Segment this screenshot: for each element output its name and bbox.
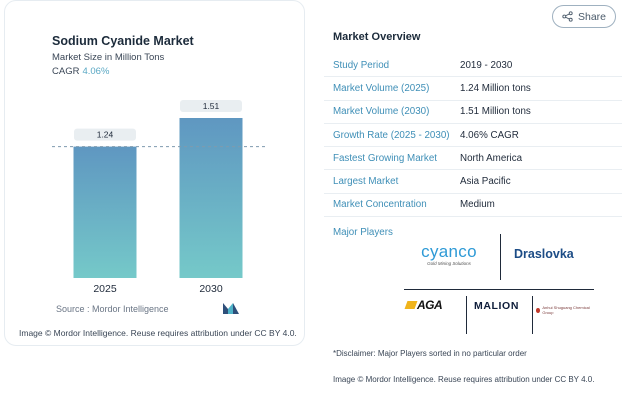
overview-row: Fastest Growing Market North America <box>324 147 622 171</box>
overview-row-value: North America <box>460 152 523 164</box>
major-players-grid: cyanco Gold Mining Solutions Draslovka A… <box>404 234 594 334</box>
attribution-right: Image © Mordor Intelligence. Reuse requi… <box>333 375 595 384</box>
bar-chart: 1.24 2025 1.51 2030 <box>52 100 265 295</box>
mordor-intelligence-logo-icon <box>223 303 239 314</box>
overview-table: Study Period 2019 - 2030 Market Volume (20… <box>324 54 622 218</box>
overview-row-value: 4.06% CAGR <box>460 129 519 141</box>
anhui-shuguang-logo: Anhui Shuguang Chemical Group <box>536 305 594 315</box>
disclaimer: *Disclaimer: Major Players sorted in no … <box>333 349 527 358</box>
cyanco-tagline: Gold Mining Solutions <box>427 261 471 266</box>
aga-logo: AGA <box>404 298 443 312</box>
overview-row: Market Volume (2030) 1.51 Million tons <box>324 101 622 124</box>
overview-row-key: Growth Rate (2025 - 2030) <box>333 129 450 141</box>
overview-row: Growth Rate (2025 - 2030) 4.06% CAGR <box>324 124 622 148</box>
overview-title: Market Overview <box>333 31 421 43</box>
share-label: Share <box>577 10 607 23</box>
overview-row-value: 2019 - 2030 <box>460 59 513 71</box>
overview-row-value: Asia Pacific <box>460 176 511 188</box>
divider <box>404 289 594 290</box>
data-label-box <box>180 100 242 112</box>
bar-2030 <box>179 118 243 278</box>
chart-subtitle: Market Size in Million Tons <box>52 52 165 63</box>
anhui-shuguang-dot-icon <box>536 307 541 313</box>
overview-row-value: Medium <box>460 199 495 211</box>
overview-row-key: Market Volume (2030) <box>333 106 430 118</box>
bar-2025 <box>73 146 137 278</box>
overview-row-value: 1.51 Million tons <box>460 106 531 118</box>
aga-name: AGA <box>417 298 443 312</box>
cagr-label: CAGR <box>52 66 80 77</box>
divider <box>500 234 501 280</box>
market-chart-card: Sodium Cyanide Market Market Size in Mil… <box>4 0 305 346</box>
anhui-shuguang-name: Anhui Shuguang Chemical Group <box>542 305 590 315</box>
overview-row-key: Largest Market <box>333 176 399 188</box>
malion-logo: MALION <box>474 300 520 312</box>
overview-row-key: Fastest Growing Market <box>333 152 437 164</box>
divider <box>466 296 467 334</box>
overview-row: Market Volume (2025) 1.24 Million tons <box>324 77 622 101</box>
attribution-left: Image © Mordor Intelligence. Reuse requi… <box>19 328 297 338</box>
overview-row: Largest Market Asia Pacific <box>324 170 622 194</box>
draslovka-logo: Draslovka <box>514 247 574 261</box>
chart-source: Source : Mordor Intelligence <box>56 304 169 314</box>
chart-title: Sodium Cyanide Market <box>52 34 194 48</box>
data-label-2030: 1.51 <box>203 101 220 111</box>
overview-row-key: Market Volume (2025) <box>333 82 430 94</box>
aga-stripe-icon <box>404 301 418 309</box>
share-icon <box>562 11 573 22</box>
divider <box>532 296 533 334</box>
x-tick-2025: 2025 <box>93 283 117 295</box>
overview-row-key: Market Concentration <box>333 199 427 211</box>
major-players-label: Major Players <box>333 227 393 238</box>
data-label-2025: 1.24 <box>97 130 114 140</box>
data-label-box <box>74 128 136 141</box>
x-tick-2030: 2030 <box>199 283 223 295</box>
overview-row-key: Study Period <box>333 59 390 71</box>
overview-row: Market Concentration Medium <box>324 194 622 218</box>
overview-row: Study Period 2019 - 2030 <box>324 54 622 78</box>
share-button[interactable]: Share <box>552 5 616 28</box>
cyanco-name: cyanco <box>421 242 477 261</box>
overview-row-value: 1.24 Million tons <box>460 82 531 94</box>
cagr-value: 4.06% <box>82 66 110 77</box>
cyanco-logo: cyanco Gold Mining Solutions <box>418 242 480 266</box>
chart-cagr: CAGR 4.06% <box>52 66 109 77</box>
